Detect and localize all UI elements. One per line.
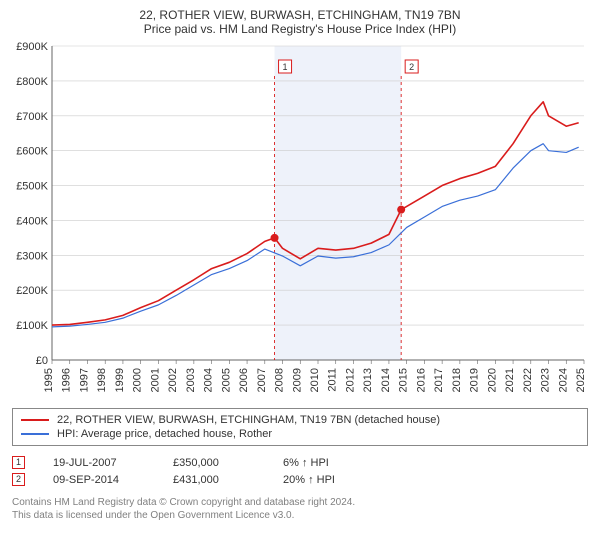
- svg-text:2014: 2014: [380, 368, 392, 392]
- svg-text:2004: 2004: [203, 368, 215, 392]
- marker-tag: 2: [12, 473, 25, 486]
- svg-text:2020: 2020: [486, 368, 498, 392]
- svg-text:2012: 2012: [344, 368, 356, 392]
- svg-text:£300K: £300K: [16, 250, 48, 262]
- credit-text: Contains HM Land Registry data © Crown c…: [12, 496, 588, 522]
- svg-text:1995: 1995: [43, 368, 55, 392]
- svg-text:2015: 2015: [398, 368, 410, 392]
- svg-text:£200K: £200K: [16, 285, 48, 297]
- svg-text:£600K: £600K: [16, 146, 48, 158]
- svg-text:2018: 2018: [451, 368, 463, 392]
- svg-text:£700K: £700K: [16, 111, 48, 123]
- svg-text:2007: 2007: [256, 368, 268, 392]
- svg-text:£500K: £500K: [16, 181, 48, 193]
- legend-label: HPI: Average price, detached house, Roth…: [57, 428, 272, 440]
- marker-row: 2 09-SEP-2014£431,00020% ↑ HPI: [12, 471, 588, 488]
- svg-text:2023: 2023: [540, 368, 552, 392]
- svg-text:1998: 1998: [96, 368, 108, 392]
- svg-text:2019: 2019: [469, 368, 481, 392]
- marker-date: 19-JUL-2007: [53, 457, 173, 469]
- credit-line: This data is licensed under the Open Gov…: [12, 509, 588, 522]
- svg-text:2021: 2021: [504, 368, 516, 392]
- chart-area: £0 £100K £200K £300K £400K £500K £600K £700K £80…: [12, 42, 588, 400]
- marker-table: 1 19-JUL-2007£350,0006% ↑ HPI 2 09-SEP-2014…: [12, 454, 588, 488]
- svg-text:£800K: £800K: [16, 76, 48, 88]
- svg-text:2025: 2025: [575, 368, 587, 392]
- svg-text:2013: 2013: [362, 368, 374, 392]
- svg-text:2001: 2001: [149, 368, 161, 392]
- svg-text:1997: 1997: [78, 368, 90, 392]
- legend: 22, ROTHER VIEW, BURWASH, ETCHINGHAM, TN…: [12, 408, 588, 446]
- svg-text:2011: 2011: [327, 368, 339, 392]
- svg-text:£900K: £900K: [16, 42, 48, 53]
- svg-text:1996: 1996: [61, 368, 73, 392]
- svg-text:2002: 2002: [167, 368, 179, 392]
- marker-pct: 20% ↑ HPI: [283, 474, 403, 486]
- marker-row: 1 19-JUL-2007£350,0006% ↑ HPI: [12, 454, 588, 471]
- svg-text:2022: 2022: [522, 368, 534, 392]
- credit-line: Contains HM Land Registry data © Crown c…: [12, 496, 588, 509]
- svg-text:2003: 2003: [185, 368, 197, 392]
- chart-title: 22, ROTHER VIEW, BURWASH, ETCHINGHAM, TN…: [12, 8, 588, 22]
- legend-label: 22, ROTHER VIEW, BURWASH, ETCHINGHAM, TN…: [57, 414, 440, 426]
- legend-item: HPI: Average price, detached house, Roth…: [21, 427, 579, 441]
- marker-pct: 6% ↑ HPI: [283, 457, 403, 469]
- chart-subtitle: Price paid vs. HM Land Registry's House …: [12, 22, 588, 36]
- marker-tag: 1: [12, 456, 25, 469]
- svg-text:£0: £0: [36, 355, 48, 367]
- svg-text:2: 2: [409, 62, 414, 72]
- svg-text:2024: 2024: [557, 368, 569, 392]
- svg-text:2010: 2010: [309, 368, 321, 392]
- svg-text:2016: 2016: [415, 368, 427, 392]
- svg-text:2005: 2005: [220, 368, 232, 392]
- legend-item: 22, ROTHER VIEW, BURWASH, ETCHINGHAM, TN…: [21, 413, 579, 427]
- svg-text:2006: 2006: [238, 368, 250, 392]
- svg-text:1: 1: [283, 62, 288, 72]
- legend-swatch: [21, 419, 49, 421]
- svg-text:2017: 2017: [433, 368, 445, 392]
- svg-text:£100K: £100K: [16, 320, 48, 332]
- svg-text:2008: 2008: [274, 368, 286, 392]
- line-chart: £0 £100K £200K £300K £400K £500K £600K £700K £80…: [12, 42, 588, 400]
- svg-text:1999: 1999: [114, 368, 126, 392]
- svg-text:2000: 2000: [132, 368, 144, 392]
- svg-text:2009: 2009: [291, 368, 303, 392]
- legend-swatch: [21, 433, 49, 435]
- marker-date: 09-SEP-2014: [53, 474, 173, 486]
- marker-price: £431,000: [173, 474, 283, 486]
- svg-text:£400K: £400K: [16, 215, 48, 227]
- marker-price: £350,000: [173, 457, 283, 469]
